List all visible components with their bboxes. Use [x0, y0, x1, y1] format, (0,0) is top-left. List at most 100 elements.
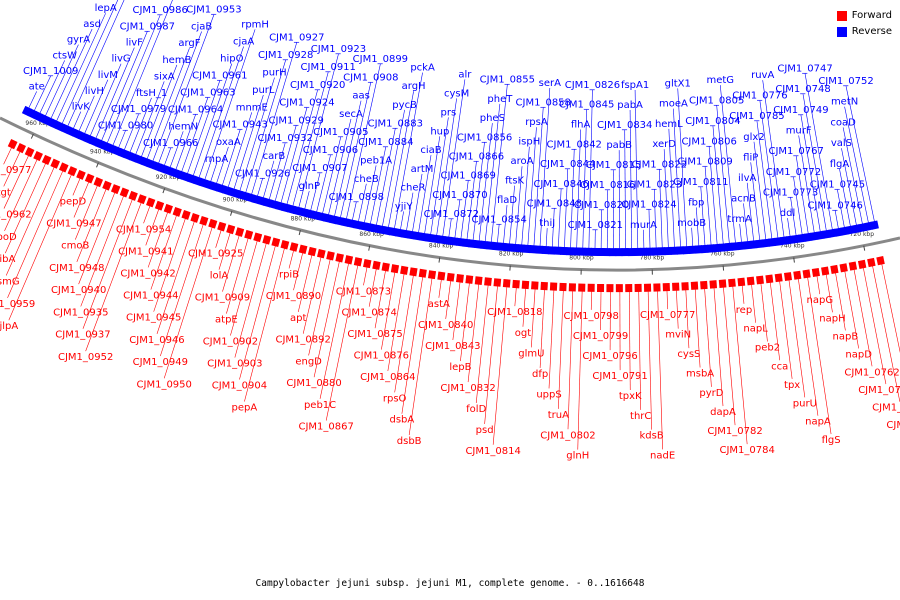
forward-strand: CJM1_0977tgt CJM1_0962 rpoD ribA rsmG CJM1_09…: [0, 139, 900, 462]
reverse-leader-line: [841, 148, 858, 229]
reverse-gene: [328, 214, 338, 225]
reverse-leader-line: [739, 223, 743, 246]
forward-gene: [634, 283, 642, 292]
forward-gene-label: uppS: [536, 389, 561, 400]
forward-gene: [512, 279, 520, 289]
reverse-gene: [609, 248, 617, 257]
reverse-gene: [597, 247, 605, 257]
reverse-leader-line: [496, 224, 500, 247]
forward-gene-label: CJM1_0890: [266, 291, 321, 302]
reverse-gene-label: CJM1_0746: [807, 200, 862, 211]
reverse-leader-line: [795, 156, 810, 238]
forward-leader-line: [80, 192, 126, 307]
reverse-gene-label: prs: [441, 107, 457, 118]
forward-gene-label: CJM1_0770: [886, 420, 900, 431]
reverse-gene-label: ftsH_1: [136, 88, 167, 99]
forward-gene-label: CJM1_0903: [207, 359, 262, 370]
forward-gene-label: msbA: [686, 369, 714, 380]
forward-gene-label: tpxK: [619, 391, 642, 402]
forward-leader-line: [484, 282, 499, 424]
forward-leader-line: [704, 285, 712, 387]
reverse-leader-line: [704, 166, 712, 249]
reverse-gene-label: gyrA: [67, 35, 90, 46]
reverse-gene: [486, 241, 495, 250]
reverse-gene-label: CJM1_0927: [269, 32, 324, 43]
reverse-gene-label: pabA: [617, 100, 643, 111]
reverse-gene: [322, 213, 332, 223]
reverse-gene-label: cysM: [444, 88, 469, 99]
forward-leader-line: [628, 288, 631, 391]
reverse-gene-label: glx2: [743, 132, 764, 143]
forward-leader-line: [741, 281, 745, 304]
forward-gene: [298, 244, 308, 255]
reverse-gene-label: CJM1_0815: [586, 160, 641, 171]
reverse-leader-line: [798, 135, 816, 237]
reverse-gene-label: CJM1_0816: [580, 180, 635, 191]
forward-leader-line: [685, 286, 690, 349]
scale-tick-label: 960 kbp: [25, 120, 50, 127]
forward-gene: [409, 267, 418, 277]
forward-gene: [190, 213, 200, 223]
reverse-gene: [840, 226, 849, 236]
reverse-gene: [352, 220, 362, 230]
reverse-leader-line: [94, 47, 135, 142]
reverse-leader-line: [43, 44, 79, 120]
reverse-gene-label: mobB: [677, 218, 706, 229]
forward-gene-label: CJM1_0802: [540, 430, 595, 441]
reverse-leader-line: [756, 121, 773, 243]
scale-tick-label: 900 kbp: [223, 196, 248, 203]
forward-gene: [672, 282, 680, 291]
forward-gene-label: CJM1_0873: [336, 286, 391, 297]
forward-gene: [737, 277, 746, 287]
reverse-gene: [737, 241, 746, 251]
reverse-leader-line: [527, 127, 537, 249]
forward-gene-label: cmoB: [61, 241, 89, 252]
forward-gene: [418, 268, 427, 278]
reverse-leader-line: [539, 88, 551, 250]
forward-gene: [700, 280, 708, 290]
reverse-leader-line: [490, 84, 508, 246]
scale-tick-label: 740 kbp: [780, 243, 805, 250]
forward-gene: [363, 258, 372, 269]
reverse-gene-label: CJM1_0929: [268, 116, 323, 127]
scale-ticks: 960 kbp 940 kbp 920 kbp 900 kbp 880 kbp 860 k…: [25, 120, 874, 275]
reverse-gene-label: ftsK: [505, 176, 524, 187]
reverse-gene-label: serA: [539, 78, 561, 89]
reverse-gene-label: CJM1_0884: [358, 137, 413, 148]
reverse-gene: [798, 233, 807, 243]
reverse-leader-line: [837, 189, 846, 231]
reverse-leader-line: [77, 95, 95, 135]
reverse-gene: [334, 216, 344, 226]
forward-leader-line: [452, 278, 461, 341]
reverse-leader-line: [116, 130, 126, 152]
reverse-leader-line: [708, 146, 718, 249]
reverse-gene-label: sixA: [154, 71, 175, 82]
forward-gene-label: dsbB: [397, 436, 422, 447]
reverse-leader-line: [787, 218, 791, 240]
reverse-leader-line: [668, 128, 675, 251]
forward-leader-line: [522, 284, 527, 327]
forward-gene-label: CJM1_0814: [465, 446, 520, 457]
reverse-gene-label: purH: [262, 68, 286, 79]
reverse-gene: [731, 242, 740, 251]
forward-gene-label: astA: [428, 299, 450, 310]
reverse-gene: [541, 245, 550, 255]
reverse-leader-line: [478, 123, 493, 245]
reverse-leader-line: [634, 89, 639, 252]
forward-gene-label: CJM1_0832: [440, 383, 495, 394]
reverse-leader-line: [273, 125, 297, 205]
reverse-gene-label: CJM1_0980: [98, 121, 153, 132]
forward-gene: [559, 282, 567, 292]
reverse-gene-label: trmA: [727, 214, 752, 225]
reverse-gene-label: hemL: [655, 119, 683, 130]
legend-reverse: Reverse: [836, 24, 892, 40]
reverse-gene: [834, 227, 843, 237]
reverse-gene: [676, 246, 684, 255]
forward-gene: [848, 261, 858, 271]
reverse-gene: [767, 237, 776, 247]
reverse-gene-label: CJM1_0928: [258, 50, 313, 61]
reverse-leader-line: [32, 75, 52, 114]
reverse-gene-label: hup: [430, 126, 449, 137]
reverse-gene: [517, 244, 525, 253]
reverse-leader-line: [339, 82, 372, 222]
